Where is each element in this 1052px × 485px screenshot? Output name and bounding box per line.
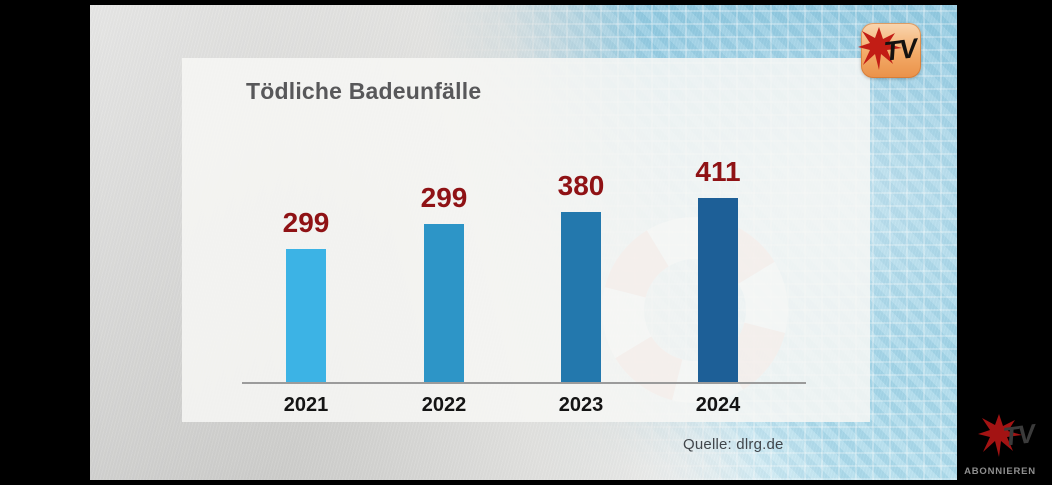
value-label: 299 [420,182,468,213]
bar-group-2023: 380 2023 [558,170,605,416]
bar-2021 [286,249,326,382]
category-label: 2023 [558,394,604,416]
value-label: 380 [557,170,605,201]
bar-2023 [561,212,601,382]
category-label: 2022 [421,394,467,416]
value-label: 299 [282,207,330,238]
bar-group-2022: 299 2022 [421,182,468,416]
bar-group-2021: 299 2021 [283,207,330,416]
watermark-tv-text: TV [1000,418,1036,452]
bar-group-2024: 411 2024 [695,156,740,416]
category-label: 2021 [283,394,329,416]
watermark-logo: TV [954,412,1046,464]
value-label: 411 [695,156,741,187]
category-label: 2024 [695,394,741,416]
logo-tv-text: TV [882,33,919,67]
subscribe-watermark[interactable]: TV ABONNIEREN [954,412,1046,477]
stern-star-icon [858,27,902,70]
bar-2024 [698,198,738,382]
bar-2022 [424,224,464,382]
source-attribution: Quelle: dlrg.de [683,436,784,453]
broadcast-content: Tödliche Badeunfälle 299 2021 299 2022 3… [90,5,957,480]
x-axis-line [242,382,806,384]
chart-panel: Tödliche Badeunfälle 299 2021 299 2022 3… [182,58,870,422]
subscribe-label: ABONNIEREN [964,466,1036,477]
chart-title: Tödliche Badeunfälle [246,78,482,104]
stern-tv-logo: TV [858,23,921,78]
bar-chart: 299 2021 299 2022 380 2023 411 2 [242,58,806,416]
stern-star-icon [978,414,1022,457]
